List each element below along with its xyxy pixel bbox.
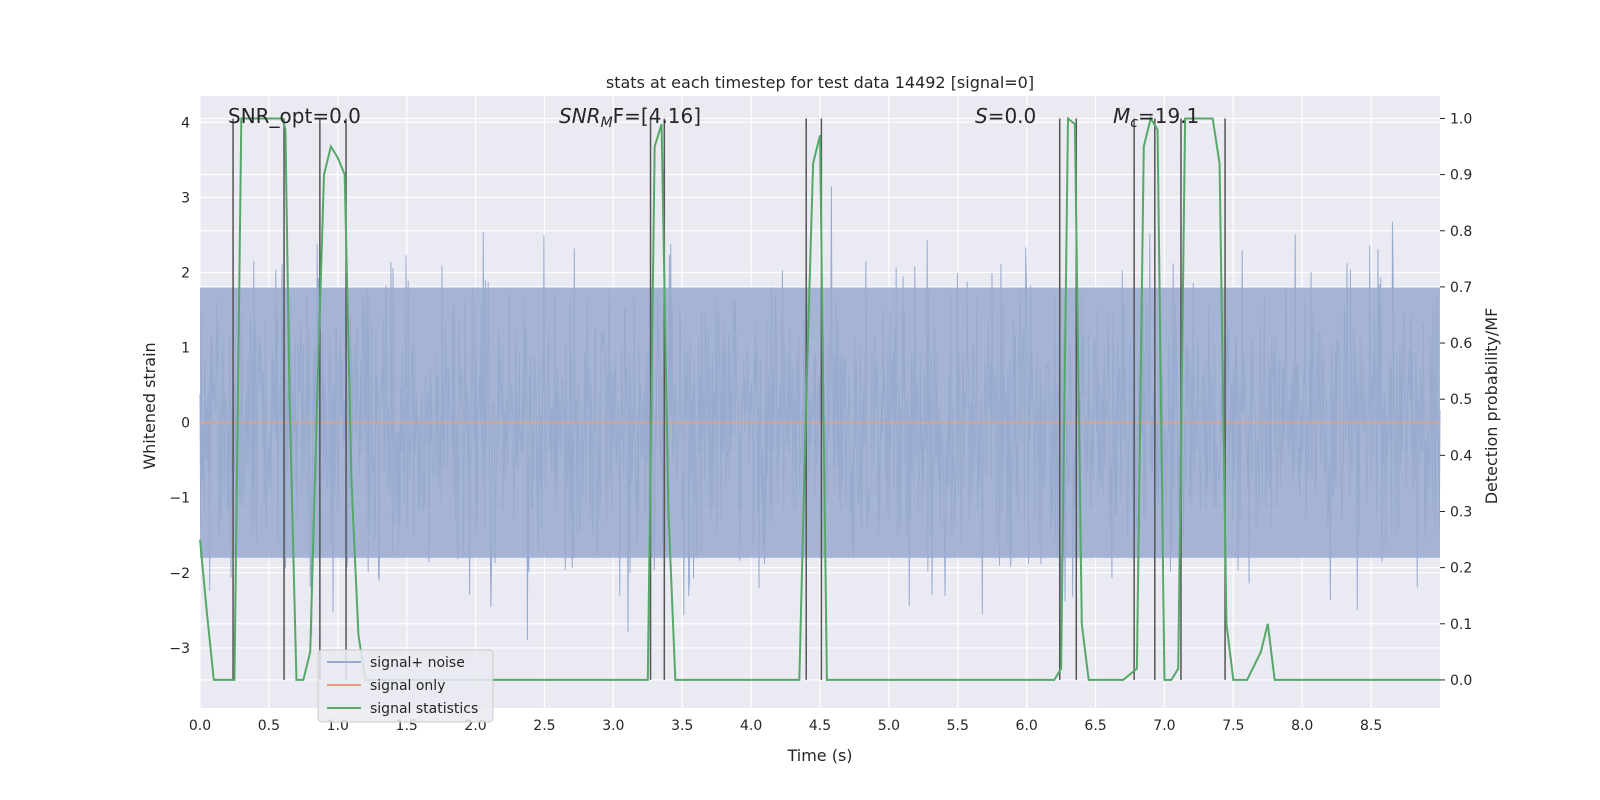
chart-title: stats at each timestep for test data 144… [606, 73, 1034, 92]
x-tick-label: 8.0 [1291, 718, 1313, 734]
annotation-snr-mf-suffix: F=[4.16] [613, 104, 701, 128]
annotation-mc-sub: c [1130, 115, 1138, 131]
y-tick-label: 0 [181, 416, 190, 432]
x-tick-label: 2.5 [533, 718, 555, 734]
y2-axis-label: Detection probability/MF [1482, 308, 1501, 505]
annotation-s-prefix: S [975, 104, 988, 128]
y-tick-label: −1 [169, 491, 190, 507]
x-tick-label: 5.0 [878, 718, 900, 734]
y2-tick-label: 0.5 [1450, 392, 1472, 408]
x-tick-label: 4.0 [740, 718, 762, 734]
legend-label-signal-only: signal only [370, 678, 445, 694]
annotation-s-suffix: =0.0 [988, 104, 1037, 128]
x-axis-ticks: 0.0 0.5 1.0 1.5 2.0 2.5 3.0 3.5 4.0 4.5 5.0 5.5 6.0 6… [189, 718, 1382, 734]
legend-label-statistics: signal statistics [370, 701, 478, 717]
y-tick-label: 2 [181, 265, 190, 281]
x-tick-label: 8.5 [1360, 718, 1382, 734]
legend-label-noise: signal+ noise [370, 655, 465, 671]
y2-tick-label: 0.2 [1450, 561, 1472, 577]
annotation-snr-mf: SNRMF=[4.16] [559, 104, 701, 131]
x-tick-label: 7.5 [1222, 718, 1244, 734]
statistics-line [199, 115, 1440, 681]
y-tick-label: −2 [169, 566, 190, 582]
x-tick-label: 3.5 [671, 718, 693, 734]
y2-tick-label: 0.3 [1450, 504, 1472, 520]
y2-tick-label: 0.8 [1450, 224, 1472, 240]
annotation-snr-opt: SNR_opt=0.0 [228, 104, 361, 128]
y2-tick-label: 1.0 [1450, 111, 1472, 127]
x-tick-label: 0.0 [189, 718, 211, 734]
legend: signal+ noise signal only signal statist… [317, 649, 494, 723]
x-tick-label: 6.0 [1016, 718, 1038, 734]
x-tick-label: 3.0 [602, 718, 624, 734]
y-tick-label: 4 [181, 115, 190, 131]
annotation-snr-mf-prefix: SNR [559, 104, 601, 128]
y2-tick-label: 0.7 [1450, 280, 1472, 296]
signal-statistics-series [199, 115, 1440, 681]
y-axis-ticks: −3 −2 −1 0 1 2 3 4 [169, 115, 190, 657]
y-axis-label: Whitened strain [140, 342, 159, 469]
annotation-mc-prefix: M [1113, 104, 1130, 128]
annotation-mc: Mc=19.1 [1113, 104, 1199, 131]
y-tick-label: 3 [181, 190, 190, 206]
annotation-snr-mf-sub: M [601, 115, 613, 131]
y2-axis-ticks: 0.0 0.1 0.2 0.3 0.4 0.5 0.6 0.7 0.8 0.9 1.0 [1440, 111, 1472, 689]
annotation-s: S=0.0 [975, 104, 1036, 128]
y2-tick-label: 0.9 [1450, 168, 1472, 184]
y-tick-label: −3 [169, 641, 190, 657]
noise-line [199, 186, 1441, 659]
y2-tick-label: 0.0 [1450, 673, 1472, 689]
x-axis-label: Time (s) [786, 746, 852, 765]
x-tick-label: 4.5 [809, 718, 831, 734]
x-tick-label: 6.5 [1084, 718, 1106, 734]
legend-box [317, 649, 494, 723]
x-tick-label: 5.5 [947, 718, 969, 734]
x-tick-label: 7.0 [1153, 718, 1175, 734]
y-tick-label: 1 [181, 341, 190, 357]
y2-tick-label: 0.4 [1450, 448, 1472, 464]
annotation-mc-suffix: =19.1 [1138, 104, 1199, 128]
x-tick-label: 0.5 [258, 718, 280, 734]
y2-tick-label: 0.1 [1450, 617, 1472, 633]
y2-tick-label: 0.6 [1450, 336, 1472, 352]
